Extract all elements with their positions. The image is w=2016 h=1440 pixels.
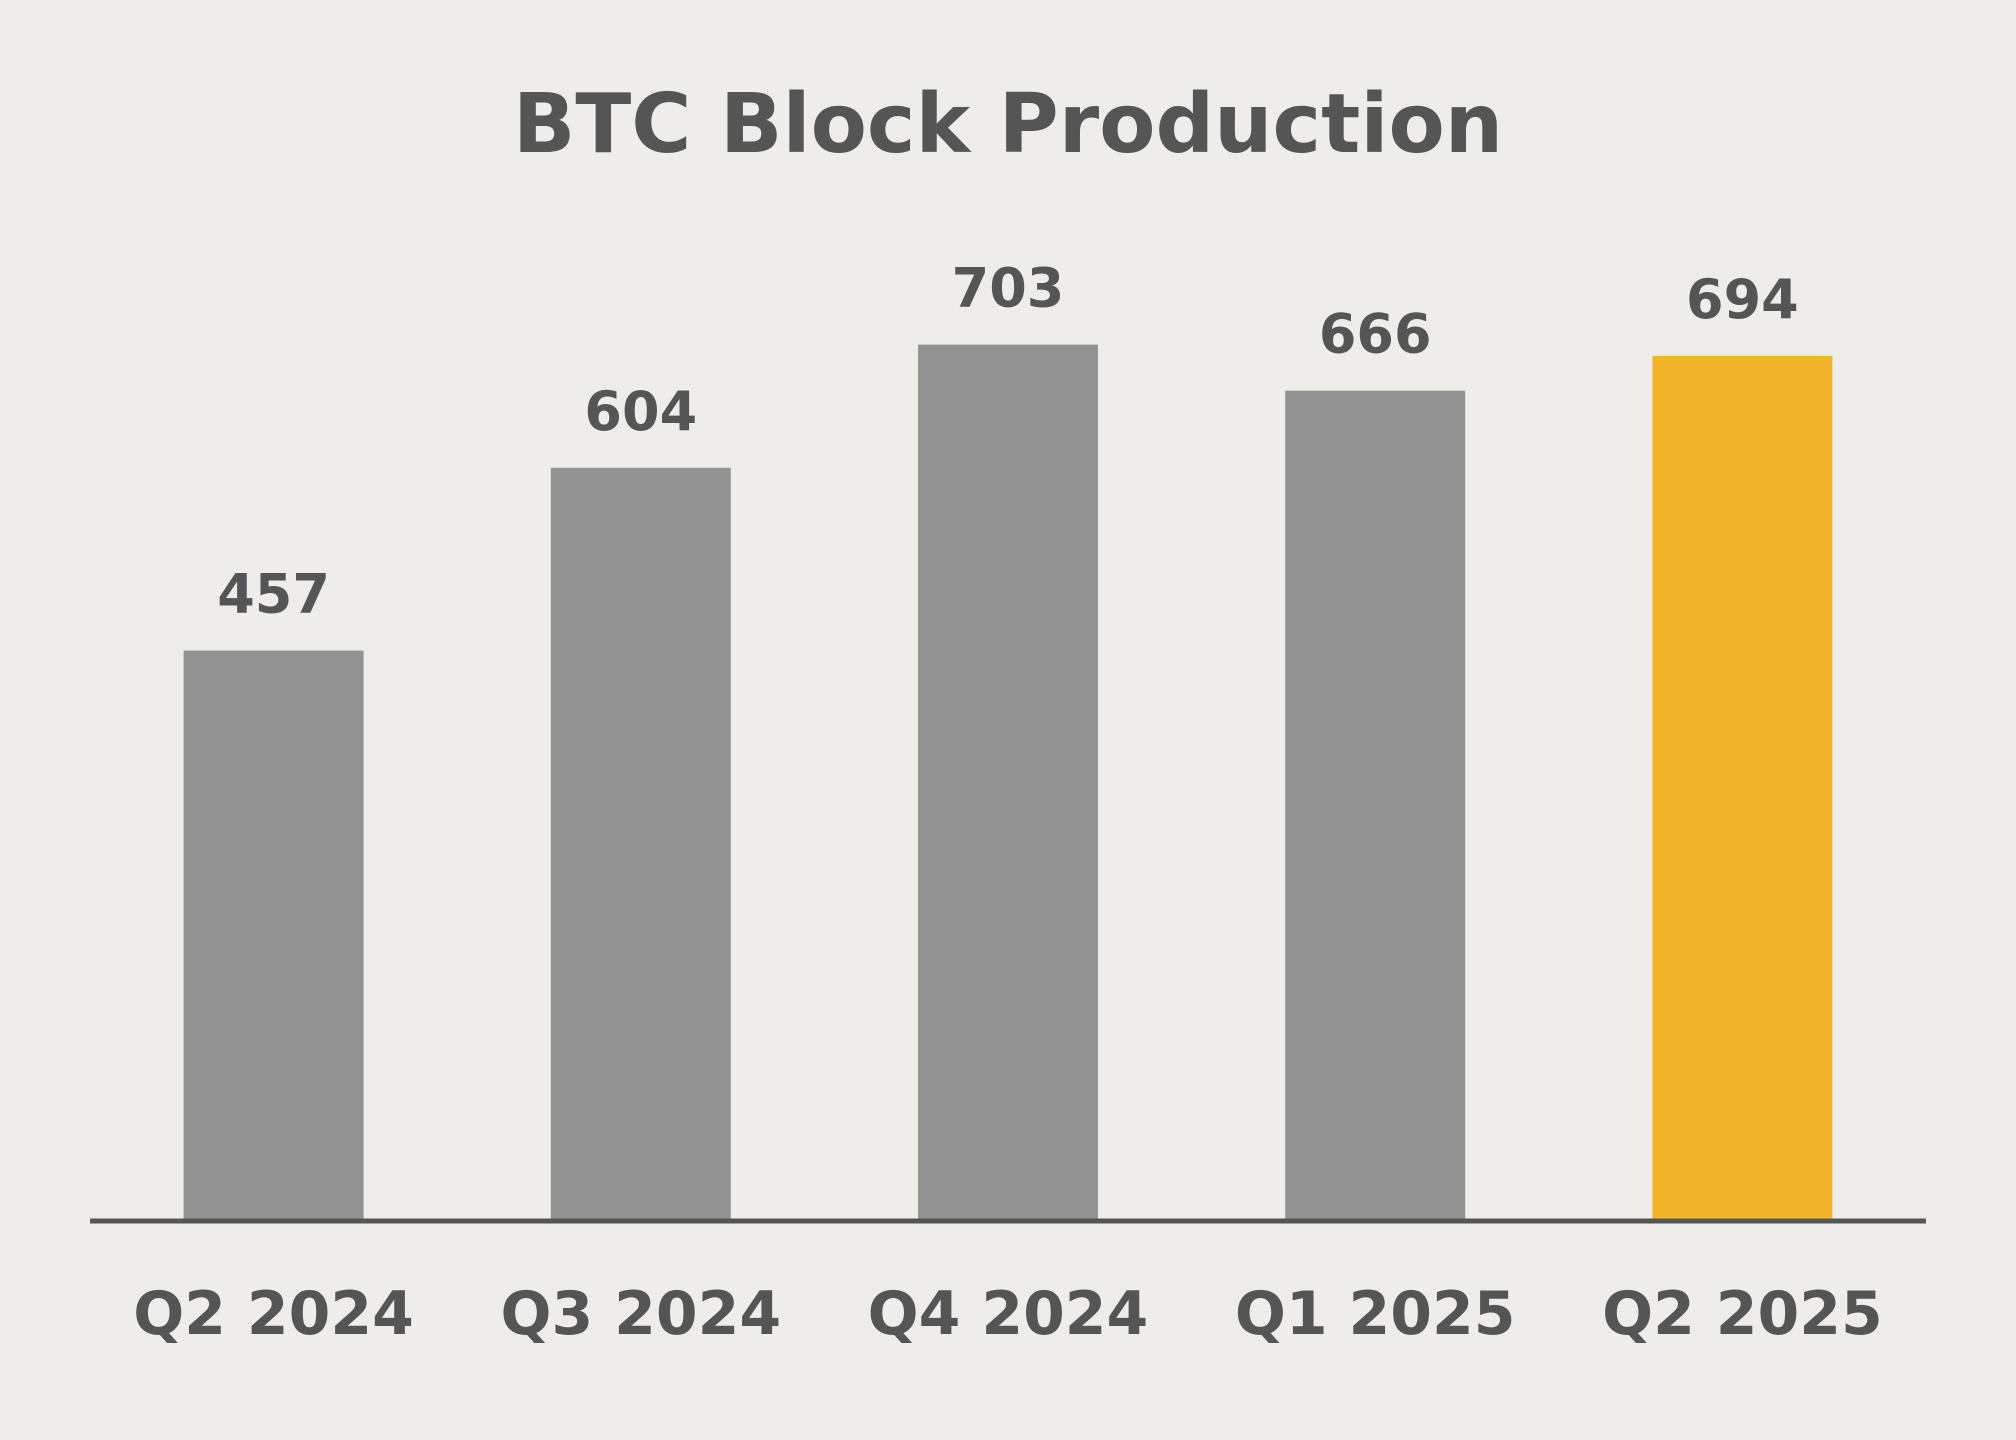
bar [550,467,731,1219]
value-label: 457 [217,563,330,626]
x-tick-label: Q4 2024 [868,1279,1149,1349]
value-label: 694 [1686,268,1799,331]
x-tick-label: Q2 2024 [133,1279,414,1349]
x-tick-label: Q1 2025 [1235,1279,1516,1349]
chart-title: BTC Block Production [513,77,1503,172]
bar [1285,390,1466,1220]
bar [1652,355,1833,1219]
value-label: 703 [952,257,1065,320]
x-tick-label: Q2 2025 [1602,1279,1883,1349]
value-label: 604 [584,380,697,443]
bar [918,344,1098,1219]
bar [183,650,364,1219]
value-label: 666 [1319,303,1432,366]
x-tick-label: Q3 2024 [500,1279,781,1349]
